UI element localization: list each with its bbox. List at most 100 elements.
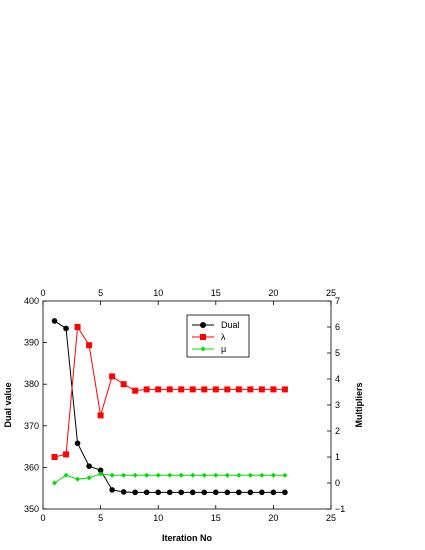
data-point: [178, 489, 185, 496]
y-axis-title: Dual value: [3, 382, 13, 427]
data-point: [201, 489, 208, 496]
data-point: [236, 489, 242, 496]
data-point: [167, 472, 173, 478]
legend-label-dual: Dual: [221, 320, 240, 330]
x-tick-label-top: 10: [153, 288, 163, 298]
data-point: [63, 325, 69, 332]
x-tick-label-top: 25: [326, 288, 336, 298]
data-point: [270, 472, 276, 478]
y2-tick-label-right: 5: [335, 348, 340, 358]
data-point: [224, 489, 231, 496]
data-point: [51, 454, 58, 460]
data-point: [109, 472, 115, 478]
legend-marker-dual: [200, 322, 206, 328]
data-point: [51, 318, 58, 324]
x-tick-label-bottom: 0: [40, 513, 45, 523]
x-tick-label-bottom: 10: [153, 513, 163, 523]
data-point: [143, 386, 150, 393]
data-point: [270, 489, 277, 496]
data-point: [86, 342, 93, 349]
data-point: [109, 487, 115, 493]
data-point: [201, 472, 207, 478]
y2-tick-label-right: 3: [335, 400, 340, 410]
data-point: [120, 489, 127, 495]
data-point: [235, 386, 242, 393]
y-tick-label-left: 350: [24, 504, 39, 514]
data-point: [178, 386, 185, 393]
x-tick-label-bottom: 15: [211, 513, 221, 523]
legend-marker-lambda: [200, 334, 206, 340]
data-point: [259, 472, 265, 478]
y2-tick-label-right: 6: [335, 322, 340, 332]
data-point: [166, 489, 173, 496]
x-tick-label-bottom: 20: [268, 513, 278, 523]
y2-tick-label-right: 7: [335, 296, 340, 306]
data-point: [281, 386, 288, 393]
x-tick-label-top: 0: [40, 288, 45, 298]
data-point: [120, 381, 127, 388]
data-point: [86, 475, 92, 481]
data-point: [52, 480, 58, 486]
y-tick-label-left: 380: [24, 379, 39, 389]
y2-tick-label-right: −1: [335, 504, 345, 514]
data-point: [143, 489, 150, 496]
data-point: [132, 387, 139, 394]
data-point: [258, 386, 265, 393]
y-tick-label-left: 400: [24, 296, 39, 306]
data-point: [132, 489, 138, 496]
x-tick-label-top: 5: [98, 288, 103, 298]
data-point: [144, 472, 150, 478]
data-point: [155, 386, 162, 393]
data-point: [98, 471, 104, 477]
data-point: [224, 386, 231, 393]
data-point: [97, 467, 104, 474]
y2-axis-title: Multipliers: [354, 382, 364, 427]
data-point: [212, 386, 219, 393]
y-tick-label-left: 390: [24, 338, 39, 348]
data-point: [132, 472, 138, 478]
x-tick-label-bottom: 5: [98, 513, 103, 523]
data-point: [213, 489, 219, 496]
data-point: [282, 489, 288, 496]
data-point: [282, 472, 288, 478]
data-point: [121, 472, 127, 478]
legend-label-mu: μ: [221, 344, 226, 354]
data-point: [190, 472, 196, 478]
data-point: [189, 386, 196, 393]
data-point: [155, 472, 161, 478]
data-point: [74, 440, 81, 447]
y2-tick-label-right: 4: [335, 374, 340, 384]
data-point: [63, 472, 69, 478]
data-point: [74, 324, 81, 330]
y-tick-label-left: 370: [24, 421, 39, 431]
data-point: [75, 476, 81, 482]
data-point: [201, 386, 208, 393]
legend-label-lambda: λ: [221, 332, 226, 342]
data-point: [166, 386, 173, 393]
data-point: [63, 451, 70, 458]
x-tick-label-top: 20: [268, 288, 278, 298]
data-point: [109, 373, 116, 380]
data-point: [86, 463, 92, 469]
ticks-layer: 00551010151520202525350360370380390400−1…: [24, 288, 345, 523]
data-point: [155, 489, 161, 496]
data-point: [247, 472, 253, 478]
y-tick-label-left: 360: [24, 462, 39, 472]
data-point: [224, 472, 230, 478]
data-point: [247, 489, 254, 496]
y2-tick-label-right: 2: [335, 426, 340, 436]
data-point: [97, 412, 104, 419]
data-point: [178, 472, 184, 478]
data-point: [259, 489, 265, 496]
data-point: [236, 472, 242, 478]
series-layer: [51, 318, 288, 496]
x-tick-label-bottom: 25: [326, 513, 336, 523]
y2-tick-label-right: 1: [335, 452, 340, 462]
data-point: [189, 489, 196, 496]
y2-tick-label-right: 0: [335, 478, 340, 488]
legend-marker-mu: [200, 346, 206, 352]
data-point: [270, 386, 277, 393]
legend-box: [186, 314, 250, 358]
x-tick-label-top: 15: [211, 288, 221, 298]
